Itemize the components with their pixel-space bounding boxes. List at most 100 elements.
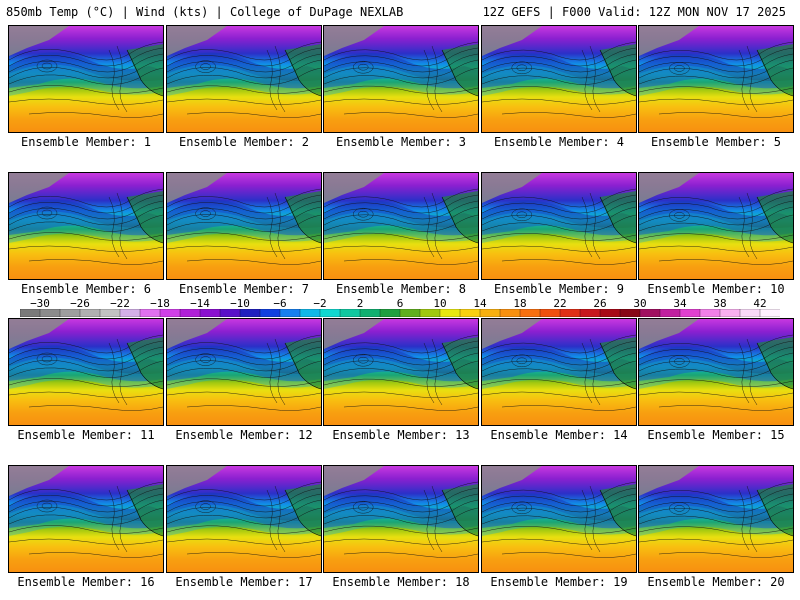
colorbar-tick-label: 22 — [553, 297, 567, 310]
colorbar-swatch — [479, 309, 501, 317]
ensemble-panel-label: Ensemble Member: 11 — [17, 428, 155, 442]
map-image — [324, 319, 478, 425]
colorbar-swatch — [199, 309, 221, 317]
map-image — [167, 466, 321, 572]
colorbar-tick-label: −6 — [273, 297, 287, 310]
model-run-info: 12Z GEFS | F000 Valid: 12Z MON NOV 17 20… — [482, 5, 786, 19]
ensemble-panel — [481, 465, 637, 573]
ensemble-panel-label: Ensemble Member: 2 — [178, 135, 310, 149]
map-image — [324, 173, 478, 279]
ensemble-panel-label: Ensemble Member: 9 — [493, 282, 625, 296]
colorbar-swatch — [339, 309, 361, 317]
colorbar-swatch — [99, 309, 121, 317]
colorbar-swatch — [259, 309, 281, 317]
ensemble-panel-label: Ensemble Member: 16 — [17, 575, 155, 589]
colorbar-swatch — [379, 309, 401, 317]
ensemble-panel-label: Ensemble Member: 15 — [647, 428, 785, 442]
ensemble-panel-label: Ensemble Member: 4 — [493, 135, 625, 149]
colorbar-swatch — [659, 309, 681, 317]
colorbar-tick-label: −18 — [150, 297, 170, 310]
colorbar-tick-label: −14 — [190, 297, 210, 310]
colorbar-swatch — [419, 309, 441, 317]
map-image — [482, 26, 636, 132]
map-image — [324, 466, 478, 572]
ensemble-panel — [638, 172, 794, 280]
ensemble-panel-label: Ensemble Member: 19 — [490, 575, 628, 589]
colorbar-swatch — [219, 309, 241, 317]
colorbar-tick-label: 18 — [513, 297, 527, 310]
ensemble-panel — [323, 25, 479, 133]
map-image — [324, 26, 478, 132]
ensemble-panel — [166, 172, 322, 280]
ensemble-panel — [8, 172, 164, 280]
ensemble-panel-label: Ensemble Member: 12 — [175, 428, 313, 442]
colorbar-tick-label: −2 — [313, 297, 327, 310]
ensemble-panel — [8, 25, 164, 133]
colorbar-tick-label: 6 — [396, 297, 404, 310]
colorbar-swatch — [679, 309, 701, 317]
map-image — [9, 319, 163, 425]
ensemble-panel — [8, 465, 164, 573]
map-image — [482, 319, 636, 425]
colorbar-swatch — [599, 309, 621, 317]
colorbar-scale — [20, 309, 780, 317]
colorbar-swatch — [559, 309, 581, 317]
colorbar-tick-label: 10 — [433, 297, 447, 310]
ensemble-panel — [166, 318, 322, 426]
colorbar-tick-label: 2 — [356, 297, 364, 310]
ensemble-panel-label: Ensemble Member: 14 — [490, 428, 628, 442]
ensemble-panel — [323, 318, 479, 426]
colorbar-tick-label: 26 — [593, 297, 607, 310]
map-title: 850mb Temp (°C) | Wind (kts) | College o… — [6, 5, 404, 19]
colorbar-tick-label: 38 — [713, 297, 727, 310]
map-image — [482, 173, 636, 279]
colorbar-swatch — [79, 309, 101, 317]
colorbar-swatch — [359, 309, 381, 317]
ensemble-panel-label: Ensemble Member: 10 — [647, 282, 785, 296]
ensemble-panel-label: Ensemble Member: 5 — [650, 135, 782, 149]
ensemble-panel — [638, 465, 794, 573]
colorbar-tick-label: −22 — [110, 297, 130, 310]
map-image — [482, 466, 636, 572]
ensemble-panel-label: Ensemble Member: 18 — [332, 575, 470, 589]
colorbar-swatch — [439, 309, 461, 317]
colorbar-swatch — [699, 309, 721, 317]
temperature-colorbar: −30 −26 −22 −18 −14 −10 −6 −2 2 6 10 14 18 22 26 30 34 38… — [20, 297, 780, 319]
colorbar-swatch — [59, 309, 81, 317]
map-image — [639, 319, 793, 425]
map-image — [9, 466, 163, 572]
map-image — [167, 319, 321, 425]
colorbar-tick-label: 14 — [473, 297, 487, 310]
colorbar-swatch — [459, 309, 481, 317]
ensemble-panel — [166, 25, 322, 133]
ensemble-panel-label: Ensemble Member: 3 — [335, 135, 467, 149]
ensemble-panel — [638, 25, 794, 133]
ensemble-panel — [481, 25, 637, 133]
colorbar-tick-label: −10 — [230, 297, 250, 310]
map-image — [167, 26, 321, 132]
ensemble-panel-label: Ensemble Member: 13 — [332, 428, 470, 442]
colorbar-tick-label: 42 — [753, 297, 767, 310]
colorbar-swatch — [719, 309, 741, 317]
colorbar-swatch — [519, 309, 541, 317]
colorbar-tick-label: 34 — [673, 297, 687, 310]
colorbar-tick-label: 30 — [633, 297, 647, 310]
colorbar-swatch — [619, 309, 641, 317]
colorbar-swatch — [499, 309, 521, 317]
map-image — [639, 173, 793, 279]
colorbar-swatch — [119, 309, 141, 317]
colorbar-swatch — [159, 309, 181, 317]
ensemble-panel — [323, 465, 479, 573]
colorbar-swatch — [759, 309, 780, 317]
colorbar-swatch — [279, 309, 301, 317]
colorbar-swatch — [739, 309, 761, 317]
colorbar-tick-label: −26 — [70, 297, 90, 310]
map-image — [639, 26, 793, 132]
ensemble-panel — [481, 318, 637, 426]
colorbar-swatch — [20, 309, 41, 317]
ensemble-panel — [8, 318, 164, 426]
ensemble-panel-label: Ensemble Member: 20 — [647, 575, 785, 589]
colorbar-swatch — [399, 309, 421, 317]
colorbar-swatch — [299, 309, 321, 317]
ensemble-panel-label: Ensemble Member: 7 — [178, 282, 310, 296]
